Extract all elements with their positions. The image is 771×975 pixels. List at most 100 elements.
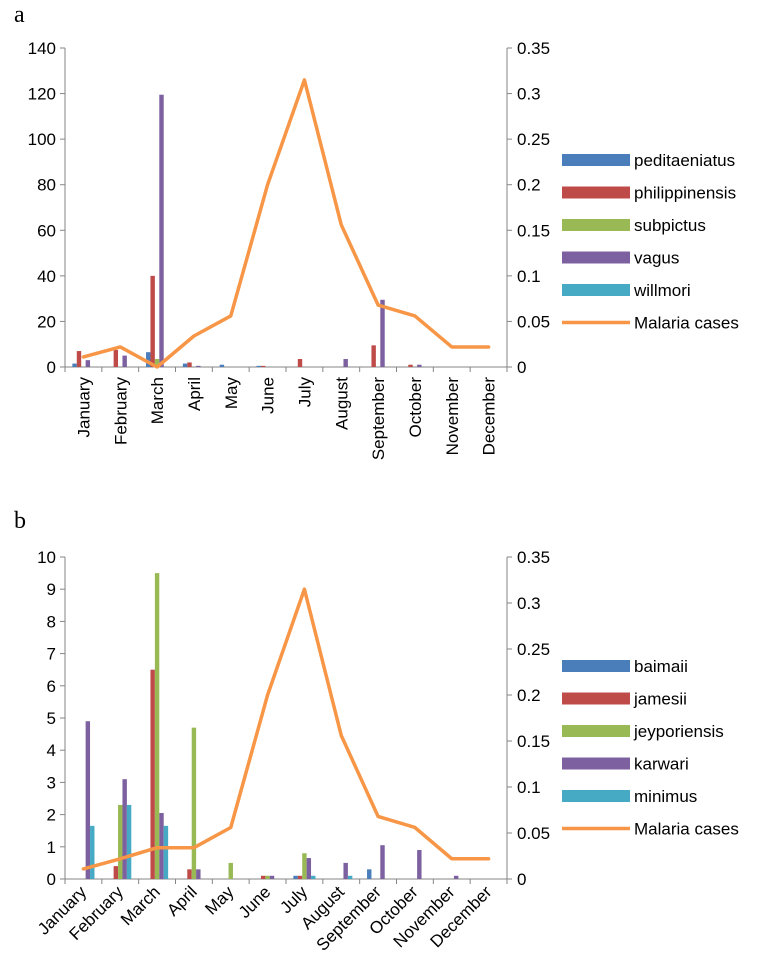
legend-label: peditaeniatus xyxy=(634,151,735,170)
left-tick-label: 140 xyxy=(28,39,56,58)
bar-karwari xyxy=(306,858,312,879)
bar-vagus xyxy=(196,365,201,367)
bar-peditaeniatus xyxy=(72,363,77,367)
bar-minimus xyxy=(90,825,95,879)
legend-label: jamesii xyxy=(633,690,687,709)
bar-karwari xyxy=(417,850,422,879)
bar-jamesii xyxy=(187,869,192,879)
left-tick-label: 120 xyxy=(28,85,56,104)
legend-swatch xyxy=(562,692,630,705)
left-tick-label: 5 xyxy=(47,709,56,728)
bar-jeyporiensis xyxy=(191,727,197,879)
line-series-malaria-cases xyxy=(81,78,491,369)
legend-swatch xyxy=(562,725,630,737)
bar-vagus xyxy=(85,360,91,367)
bar-jeyporiensis xyxy=(118,804,123,879)
right-tick-label: 0.35 xyxy=(517,548,550,567)
bar-peditaeniatus xyxy=(219,364,225,367)
bar-vagus xyxy=(417,364,422,367)
x-tick-label: December xyxy=(480,377,499,456)
legend-label: baimaii xyxy=(634,657,688,676)
bar-peditaeniatus xyxy=(182,363,188,367)
bar-vagus xyxy=(159,94,164,367)
right-tick-label: 0.25 xyxy=(517,640,550,659)
bar-minimus xyxy=(126,804,132,879)
x-tick-label: November xyxy=(443,377,462,456)
bar-minimus xyxy=(311,875,316,879)
legend-label: willmori xyxy=(633,281,691,300)
bar-philippinensis xyxy=(260,365,266,367)
right-tick-label: 0.1 xyxy=(517,267,541,286)
legend-swatch xyxy=(562,154,630,166)
legend-swatch xyxy=(562,757,630,770)
bar-karwari xyxy=(269,875,275,879)
left-tick-label: 8 xyxy=(47,612,56,631)
bar-philippinensis xyxy=(113,349,119,367)
x-tick-label: August xyxy=(332,377,351,430)
bar-peditaeniatus xyxy=(256,365,261,367)
right-tick-label: 0.3 xyxy=(517,594,541,613)
bar-karwari xyxy=(380,845,385,879)
legend-swatch xyxy=(562,251,630,264)
x-tick-label: April xyxy=(185,377,204,411)
x-tick-label: June xyxy=(259,377,278,414)
x-tick-label: June xyxy=(235,882,275,922)
legend-label: Malaria cases xyxy=(634,314,739,333)
left-tick-label: 100 xyxy=(28,130,56,149)
right-tick-label: 0.15 xyxy=(517,221,550,240)
left-tick-label: 4 xyxy=(47,741,56,760)
left-tick-label: 10 xyxy=(37,548,56,567)
bar-subpictus xyxy=(154,359,160,367)
bar-karwari xyxy=(343,862,348,879)
bar-jamesii xyxy=(150,669,155,879)
bar-karwari xyxy=(122,779,127,879)
left-tick-label: 1 xyxy=(47,838,56,857)
x-tick-label: July xyxy=(295,377,314,408)
legend-swatch xyxy=(562,186,630,199)
right-tick-label: 0.35 xyxy=(517,39,550,58)
left-tick-label: 2 xyxy=(47,806,56,825)
legend-label: philippinensis xyxy=(634,184,736,203)
right-tick-label: 0.05 xyxy=(517,312,550,331)
bar-jamesii xyxy=(113,866,119,879)
x-tick-label: May xyxy=(222,377,241,410)
legend-label: jeyporiensis xyxy=(633,722,724,741)
bar-baimaii xyxy=(293,875,298,879)
legend-label: subpictus xyxy=(634,216,706,235)
right-tick-label: 0 xyxy=(517,870,526,889)
right-tick-label: 0.1 xyxy=(517,778,541,797)
bar-vagus xyxy=(343,359,348,367)
bar-karwari xyxy=(453,875,459,879)
legend-label: vagus xyxy=(634,249,679,268)
x-tick-label: October xyxy=(406,377,425,438)
bar-jeyporiensis xyxy=(302,853,307,879)
bar-philippinensis xyxy=(150,275,155,367)
bar-philippinensis xyxy=(408,364,413,367)
legend-swatch xyxy=(562,219,630,231)
bar-karwari xyxy=(85,721,91,879)
legend-label: Malaria cases xyxy=(634,820,739,839)
right-tick-label: 0 xyxy=(517,358,526,377)
bar-baimaii xyxy=(367,869,372,879)
line-series-malaria-cases xyxy=(81,587,491,871)
bar-minimus xyxy=(347,875,353,879)
bar-jamesii xyxy=(260,875,266,879)
right-tick-label: 0.15 xyxy=(517,732,550,751)
right-tick-label: 0.3 xyxy=(517,85,541,104)
right-tick-label: 0.05 xyxy=(517,824,550,843)
left-tick-label: 7 xyxy=(47,645,56,664)
bar-philippinensis xyxy=(76,351,82,367)
left-tick-label: 60 xyxy=(37,221,56,240)
legend-swatch xyxy=(562,284,630,296)
left-tick-label: 9 xyxy=(47,580,56,599)
left-tick-label: 0 xyxy=(47,870,56,889)
legend-label: karwari xyxy=(634,755,689,774)
legend-swatch xyxy=(562,790,630,802)
bar-jeyporiensis xyxy=(265,875,270,879)
right-tick-label: 0.2 xyxy=(517,686,541,705)
x-tick-label: April xyxy=(163,882,200,919)
x-tick-label: March xyxy=(117,882,164,929)
left-tick-label: 3 xyxy=(47,773,56,792)
x-tick-label: February xyxy=(111,377,130,446)
